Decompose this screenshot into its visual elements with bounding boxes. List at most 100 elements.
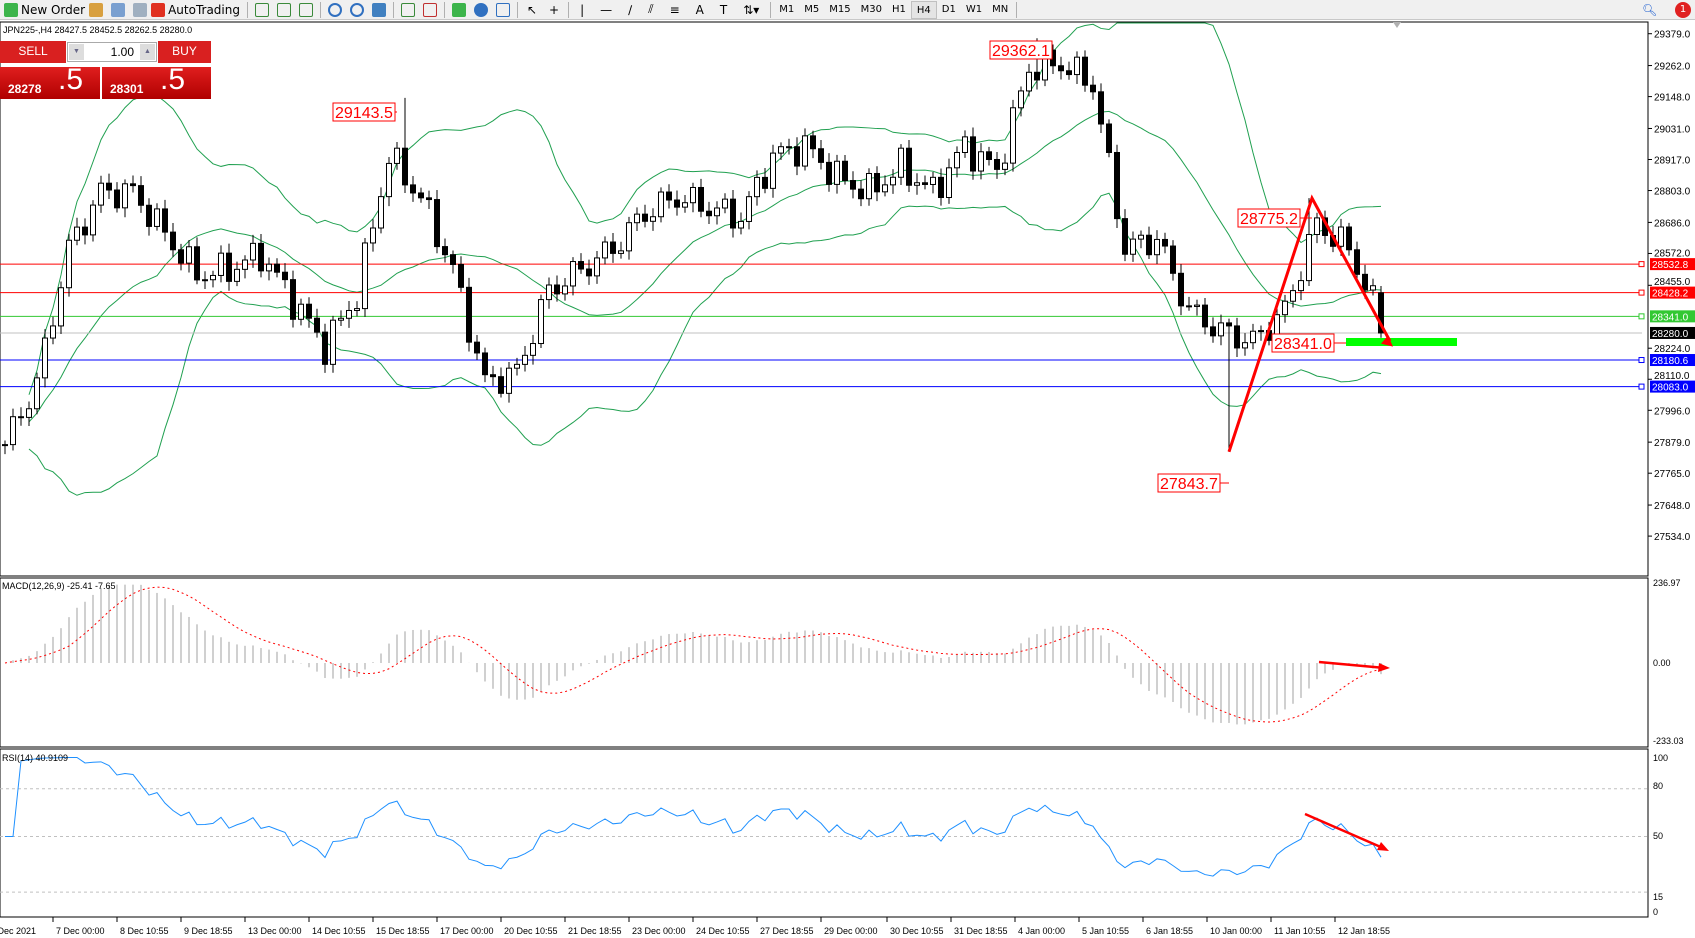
timeframe-mn[interactable]: MN [992, 3, 1009, 15]
candle-body [402, 147, 408, 186]
candle [946, 158, 952, 204]
candle-body [1378, 292, 1384, 334]
search-icon[interactable]: 🔍︎ [1642, 2, 1658, 17]
timeframe-m1[interactable]: M1 [779, 3, 795, 15]
candlestick-icon[interactable] [276, 2, 291, 17]
timeframe-m30[interactable]: M30 [860, 3, 882, 15]
candle-body [426, 197, 432, 201]
price-annotation-label: 27843.7 [1160, 476, 1218, 493]
notification-badge[interactable]: 1 [1675, 2, 1691, 18]
lot-decrease-button[interactable]: ▼ [69, 44, 84, 60]
text-icon[interactable]: A [695, 2, 704, 17]
horizontal-line-icon[interactable]: — [600, 2, 613, 17]
tile-windows-icon[interactable] [371, 2, 386, 17]
arrows-icon[interactable]: ⇅▾ [743, 2, 760, 17]
candle [58, 281, 64, 335]
lot-increase-button[interactable]: ▲ [140, 44, 155, 60]
candle [466, 277, 472, 352]
price-annotation-box[interactable] [989, 40, 1053, 60]
timeframe-d1[interactable]: D1 [941, 3, 956, 15]
price-annotation-box[interactable] [1271, 333, 1335, 353]
buy-price[interactable]: 28301.5 [102, 63, 211, 99]
line-chart-icon[interactable] [298, 2, 313, 17]
trendline-icon[interactable]: ∕ [628, 2, 633, 17]
price-annotation-box[interactable] [1237, 208, 1301, 228]
candle [898, 144, 904, 186]
text-label-icon[interactable]: T [719, 2, 728, 17]
trend-arrow-line[interactable] [1227, 194, 1392, 453]
metaeditor-icon[interactable] [89, 2, 104, 17]
candle [1354, 241, 1360, 283]
price-annotation-box[interactable] [1157, 473, 1221, 493]
rsi-label: RSI(14) 40.9109 [2, 753, 68, 763]
navigator-icon[interactable] [111, 2, 126, 17]
level-handle[interactable] [1638, 383, 1645, 390]
crosshair-icon[interactable]: + [549, 2, 560, 17]
lot-size-stepper[interactable]: ▼ 1.00 ▲ [67, 42, 157, 62]
candle-body [442, 246, 448, 256]
candle-body [514, 363, 520, 369]
signals-icon[interactable] [133, 2, 148, 17]
candle [1082, 50, 1088, 92]
candle [498, 367, 504, 398]
periods-icon[interactable] [473, 2, 488, 17]
candle [658, 187, 664, 223]
level-handle[interactable] [1638, 313, 1645, 320]
indicators-icon[interactable] [451, 2, 466, 17]
chart-shift-marker[interactable] [1393, 22, 1401, 28]
fibonacci-icon[interactable]: ≡ [669, 2, 680, 17]
sell-button[interactable]: SELL [0, 41, 66, 63]
timeframe-m5[interactable]: M5 [804, 3, 820, 15]
autotrading-button[interactable]: AutoTrading [147, 0, 244, 20]
candle [1074, 51, 1080, 85]
macd-trend-arrow[interactable] [1318, 660, 1386, 670]
fibonacci-fan-icon[interactable]: ⫽ [648, 2, 654, 16]
candle-body [146, 204, 152, 227]
autotrading-icon [151, 2, 166, 17]
buy-button[interactable]: BUY [158, 41, 211, 63]
sell-price[interactable]: 28278.5 [0, 63, 100, 99]
candle-body [210, 274, 216, 281]
vertical-line-icon[interactable]: | [580, 2, 585, 17]
candle [258, 233, 264, 278]
candle [1170, 240, 1176, 281]
candle [738, 212, 744, 235]
level-handle[interactable] [1638, 357, 1645, 364]
bar-chart-icon[interactable] [254, 2, 269, 17]
zoom-out-icon[interactable] [349, 2, 364, 17]
candle [666, 184, 672, 209]
cursor-icon[interactable]: ↖ [526, 2, 538, 17]
rsi-trend-arrow[interactable] [1304, 812, 1384, 850]
candle-body [1154, 238, 1160, 256]
candle-body [242, 259, 248, 270]
price-annotation-box[interactable] [332, 102, 396, 122]
zoom-in-icon[interactable] [327, 2, 342, 17]
candle [562, 278, 568, 301]
timeframe-w1[interactable]: W1 [965, 3, 983, 15]
timeframe-m15[interactable]: M15 [829, 3, 851, 15]
timeframe-h1[interactable]: H1 [891, 3, 906, 15]
candle [746, 191, 752, 230]
templates-icon[interactable] [495, 2, 510, 17]
timeframe-h4[interactable]: H4 [910, 0, 937, 19]
auto-scroll-icon[interactable] [400, 2, 415, 17]
support-zone-rectangle[interactable] [1346, 338, 1457, 346]
rsi-axis-label: 100 [1653, 753, 1668, 763]
candle [490, 365, 496, 386]
candle-body [138, 185, 144, 206]
candle-body [1114, 151, 1120, 220]
level-handle[interactable] [1638, 261, 1645, 268]
level-handle[interactable] [1638, 289, 1645, 296]
candle [618, 241, 624, 259]
candle [1202, 298, 1208, 335]
rsi-axis-label: 0 [1653, 907, 1658, 917]
macd-panel-frame [0, 577, 1649, 748]
new-order-button[interactable]: New Order [0, 0, 89, 20]
lot-value[interactable]: 1.00 [110, 45, 134, 59]
candle-body [930, 176, 936, 185]
time-axis-label: 15 Dec 18:55 [376, 926, 430, 936]
chart-shift-icon[interactable] [422, 2, 437, 17]
chart-title: JPN225-,H4 28427.5 28452.5 28262.5 28280… [3, 25, 193, 35]
time-axis-label: 13 Dec 00:00 [248, 926, 302, 936]
